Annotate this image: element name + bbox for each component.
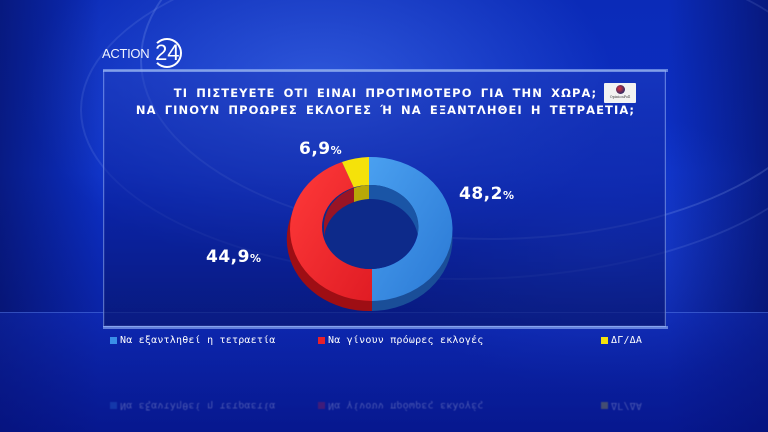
legend-swatch-blue-icon <box>110 337 117 344</box>
logo-text: ACTION <box>102 45 150 61</box>
donut-hole <box>322 185 418 269</box>
slice-proores-ekloges <box>290 162 372 301</box>
question-title: ΤΙ ΠΙΣΤΕΥΕΤΕ ΟΤΙ ΕΙΝΑΙ ΠΡΟΤΙΜΟΤΕΡΟ ΓΙΑ Τ… <box>104 85 667 119</box>
question-line-2: ΝΑ ΓΙΝΟΥΝ ΠΡΟΩΡΕΣ ΕΚΛΟΓΕΣ Ή ΝΑ ΕΞΑΝΤΛΗΘΕ… <box>135 103 636 117</box>
pollster-logo-icon <box>616 85 625 94</box>
legend-item-na-exantlithei: Να εξαντληθεί η τετραετία <box>110 335 276 346</box>
legend-item-dg-da: ΔΓ/ΔΑ <box>601 335 642 346</box>
panel-bottom-border <box>103 326 668 329</box>
slice-dg-da <box>342 157 369 188</box>
label-dg-da: 6,9% <box>299 139 343 159</box>
inner-wall-blue <box>369 184 418 237</box>
slice-na-exantlithei <box>369 156 453 301</box>
panel-top-border <box>103 69 668 72</box>
legend-label: ΔΓ/ΔΑ <box>611 335 643 346</box>
legend-swatch-red-icon <box>318 337 325 344</box>
logo-ring-icon <box>152 38 183 68</box>
legend-reflection: ΔΓ/ΔΑ <box>601 400 642 411</box>
donut-chart <box>286 156 453 312</box>
question-line-1: ΤΙ ΠΙΣΤΕΥΕΤΕ ΟΤΙ ΕΙΝΑΙ ΠΡΟΤΙΜΟΤΕΡΟ ΓΙΑ Τ… <box>173 86 598 100</box>
pollster-name: OpinionPoll <box>609 95 631 99</box>
legend-label: Να γίνουν πρόωρες εκλογές <box>328 335 484 346</box>
background-floor <box>0 312 768 432</box>
legend-reflection: Να εξαντληθεί η τετραετία <box>110 400 276 411</box>
legend-reflection: Να γίνουν πρόωρες εκλογές <box>318 400 484 411</box>
label-na-exantlithei: 48,2% <box>459 184 515 204</box>
legend-swatch-yellow-icon <box>601 337 608 344</box>
inner-wall-red <box>324 188 354 237</box>
logo-number: 24 <box>152 38 183 68</box>
legend-label: Να εξαντληθεί η τετραετία <box>120 335 276 346</box>
label-proores-ekloges: 44,9% <box>206 247 262 267</box>
chart-panel: ΤΙ ΠΙΣΤΕΥΕΤΕ ΟΤΙ ΕΙΝΑΙ ΠΡΟΤΙΜΟΤΕΡΟ ΓΙΑ Τ… <box>103 69 668 329</box>
legend-item-proores-ekloges: Να γίνουν πρόωρες εκλογές <box>318 335 484 346</box>
broadcaster-logo: ACTION 24 <box>102 38 183 68</box>
inner-wall-yellow <box>354 185 369 202</box>
pollster-logo: OpinionPoll <box>604 83 636 103</box>
